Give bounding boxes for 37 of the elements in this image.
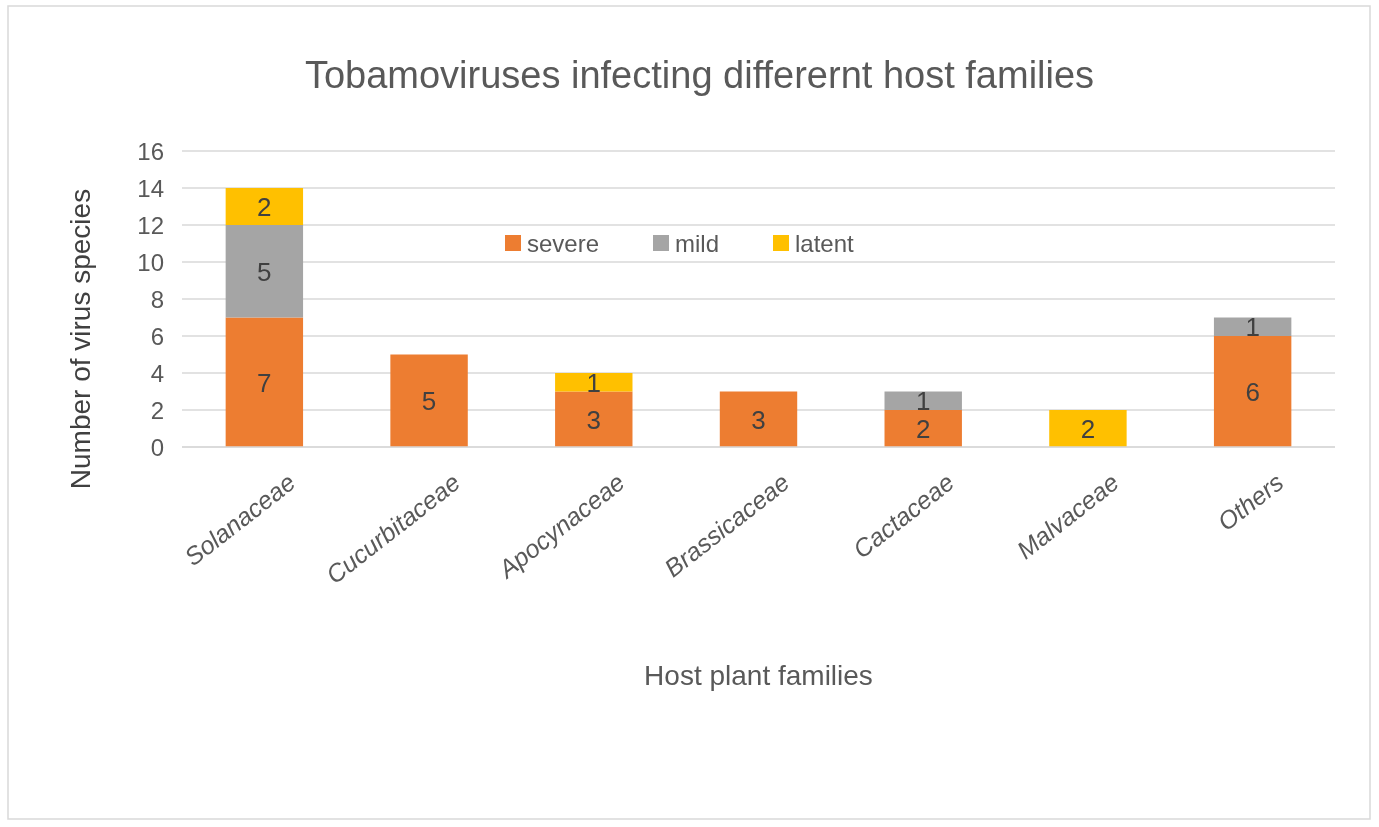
bar bbox=[719, 391, 798, 447]
legend-label: latent bbox=[795, 229, 855, 257]
y-tick-label: 6 bbox=[150, 322, 164, 350]
legend-label: mild bbox=[675, 229, 720, 257]
y-tick-label: 10 bbox=[137, 248, 164, 276]
y-tick-label: 0 bbox=[150, 433, 164, 461]
legend-label: severe bbox=[527, 229, 600, 257]
chart-title: Tobamoviruses infecting differernt host families bbox=[304, 54, 1095, 96]
x-axis-title: Host plant families bbox=[644, 660, 873, 691]
bar bbox=[1213, 317, 1292, 336]
bar bbox=[884, 391, 962, 410]
bar bbox=[1213, 336, 1292, 447]
bar bbox=[555, 373, 633, 392]
data-label: 5 bbox=[257, 256, 272, 287]
bar bbox=[884, 410, 962, 447]
data-label: 3 bbox=[586, 404, 602, 435]
bar bbox=[225, 188, 304, 225]
bar bbox=[225, 225, 304, 318]
bar bbox=[390, 354, 468, 447]
bar bbox=[555, 391, 633, 447]
data-label: 5 bbox=[421, 386, 437, 417]
data-label: 2 bbox=[1080, 413, 1096, 444]
bar bbox=[225, 317, 304, 447]
y-tick-label: 14 bbox=[137, 174, 164, 202]
y-tick-label: 4 bbox=[150, 359, 164, 387]
data-label: 6 bbox=[1245, 376, 1260, 407]
data-label: 2 bbox=[257, 191, 272, 222]
data-label: 3 bbox=[751, 404, 766, 435]
y-axis-title: Number of virus species bbox=[65, 188, 96, 490]
y-tick-label: 2 bbox=[150, 396, 164, 424]
y-tick-label: 12 bbox=[137, 211, 164, 239]
y-tick-label: 16 bbox=[137, 137, 164, 165]
data-label: 1 bbox=[586, 367, 602, 398]
data-label: 1 bbox=[1245, 312, 1260, 343]
data-label: 7 bbox=[257, 367, 272, 398]
bar bbox=[1049, 410, 1127, 447]
y-tick-label: 8 bbox=[150, 285, 164, 313]
